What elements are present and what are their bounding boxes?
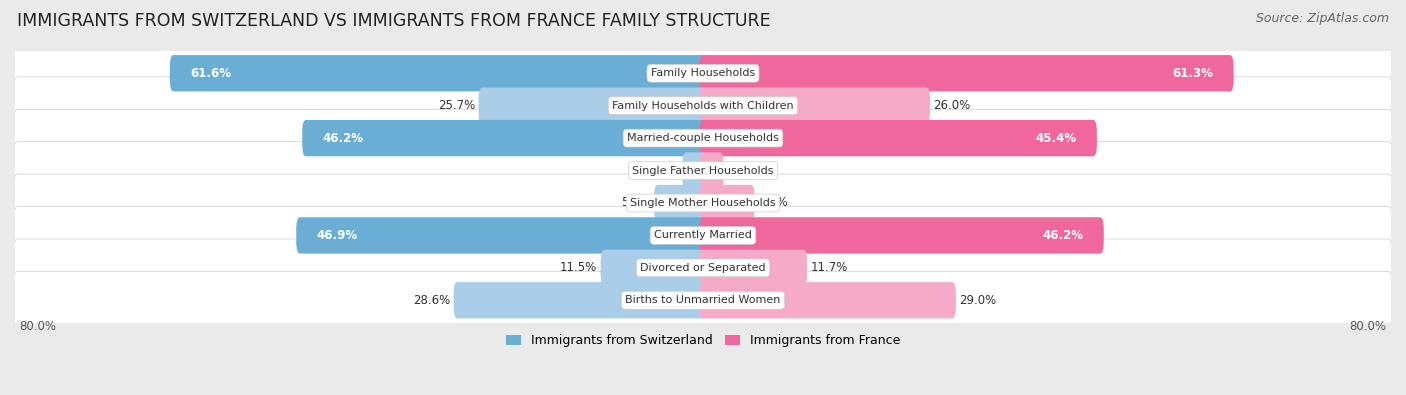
FancyBboxPatch shape: [297, 217, 706, 254]
FancyBboxPatch shape: [700, 152, 724, 189]
Text: Currently Married: Currently Married: [654, 230, 752, 241]
Text: Divorced or Separated: Divorced or Separated: [640, 263, 766, 273]
FancyBboxPatch shape: [700, 282, 956, 318]
Text: 5.3%: 5.3%: [621, 196, 651, 209]
FancyBboxPatch shape: [13, 77, 1393, 135]
FancyBboxPatch shape: [13, 239, 1393, 297]
FancyBboxPatch shape: [700, 88, 929, 124]
Text: Source: ZipAtlas.com: Source: ZipAtlas.com: [1256, 12, 1389, 25]
Text: 61.3%: 61.3%: [1173, 67, 1213, 80]
Text: 80.0%: 80.0%: [1350, 320, 1386, 333]
Text: 28.6%: 28.6%: [413, 294, 450, 307]
FancyBboxPatch shape: [13, 44, 1393, 102]
Text: 25.7%: 25.7%: [437, 99, 475, 112]
Legend: Immigrants from Switzerland, Immigrants from France: Immigrants from Switzerland, Immigrants …: [501, 329, 905, 352]
Text: 46.2%: 46.2%: [1042, 229, 1083, 242]
Text: 11.7%: 11.7%: [810, 261, 848, 275]
FancyBboxPatch shape: [170, 55, 706, 91]
Text: Single Father Households: Single Father Households: [633, 166, 773, 175]
Text: 2.0%: 2.0%: [650, 164, 679, 177]
Text: 26.0%: 26.0%: [934, 99, 970, 112]
Text: 46.9%: 46.9%: [316, 229, 359, 242]
FancyBboxPatch shape: [682, 152, 706, 189]
Text: 29.0%: 29.0%: [959, 294, 997, 307]
FancyBboxPatch shape: [13, 207, 1393, 264]
Text: Family Households: Family Households: [651, 68, 755, 78]
Text: Family Households with Children: Family Households with Children: [612, 101, 794, 111]
FancyBboxPatch shape: [700, 250, 807, 286]
Text: 2.0%: 2.0%: [727, 164, 756, 177]
FancyBboxPatch shape: [654, 185, 706, 221]
FancyBboxPatch shape: [13, 109, 1393, 167]
FancyBboxPatch shape: [700, 185, 755, 221]
Text: 61.6%: 61.6%: [190, 67, 232, 80]
Text: Married-couple Households: Married-couple Households: [627, 133, 779, 143]
FancyBboxPatch shape: [13, 174, 1393, 232]
Text: 80.0%: 80.0%: [20, 320, 56, 333]
FancyBboxPatch shape: [302, 120, 706, 156]
Text: 46.2%: 46.2%: [323, 132, 364, 145]
Text: Births to Unmarried Women: Births to Unmarried Women: [626, 295, 780, 305]
Text: IMMIGRANTS FROM SWITZERLAND VS IMMIGRANTS FROM FRANCE FAMILY STRUCTURE: IMMIGRANTS FROM SWITZERLAND VS IMMIGRANT…: [17, 12, 770, 30]
FancyBboxPatch shape: [13, 142, 1393, 199]
FancyBboxPatch shape: [454, 282, 706, 318]
FancyBboxPatch shape: [600, 250, 706, 286]
Text: 11.5%: 11.5%: [560, 261, 598, 275]
FancyBboxPatch shape: [478, 88, 706, 124]
FancyBboxPatch shape: [700, 55, 1233, 91]
FancyBboxPatch shape: [700, 217, 1104, 254]
FancyBboxPatch shape: [13, 271, 1393, 329]
Text: 5.6%: 5.6%: [758, 196, 787, 209]
FancyBboxPatch shape: [700, 120, 1097, 156]
Text: Single Mother Households: Single Mother Households: [630, 198, 776, 208]
Text: 45.4%: 45.4%: [1035, 132, 1076, 145]
